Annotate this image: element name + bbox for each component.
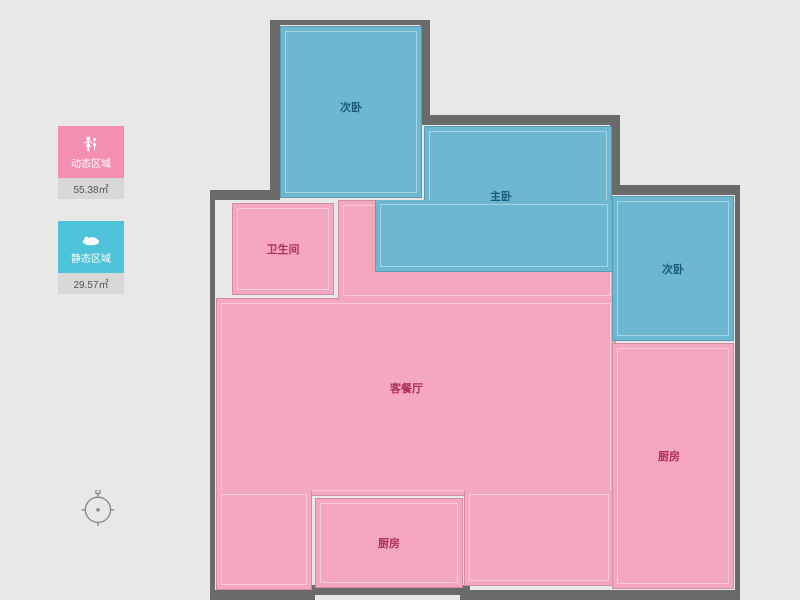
room-bedroom2b-label: 次卧 <box>662 261 684 277</box>
bed-icon <box>80 230 102 248</box>
room-master-label: 主卧 <box>490 188 512 204</box>
room-master-ext <box>375 200 613 272</box>
room-bedroom2a: 次卧 <box>280 26 422 198</box>
room-living-ext3 <box>464 490 614 586</box>
legend-static-value: 29.57㎡ <box>58 273 124 294</box>
legend-static-label: 静态区域 <box>71 250 111 265</box>
room-living <box>216 298 616 496</box>
room-kitchen-small-label: 厨房 <box>378 535 400 551</box>
people-icon <box>80 135 102 153</box>
room-living-label: 客餐厅 <box>390 380 423 396</box>
floorplan: 卫生间 厨房 次卧 次卧 主卧 客餐厅 厨房 <box>210 20 740 595</box>
legend-dynamic: 动态区域 <box>58 126 124 178</box>
room-kitchen-small: 厨房 <box>315 498 463 588</box>
legend-panel: 动态区域 55.38㎡ 静态区域 29.57㎡ <box>58 126 124 294</box>
compass-icon <box>80 490 116 526</box>
room-kitchen-big-label: 厨房 <box>658 448 680 464</box>
room-bathroom: 卫生间 <box>232 203 334 295</box>
legend-static: 静态区域 <box>58 221 124 273</box>
room-living-ext <box>216 490 312 590</box>
room-kitchen-big <box>612 343 734 589</box>
room-bathroom-label: 卫生间 <box>267 241 300 257</box>
legend-dynamic-value: 55.38㎡ <box>58 178 124 199</box>
legend-dynamic-label: 动态区域 <box>71 155 111 170</box>
room-bedroom2a-label: 次卧 <box>340 99 362 115</box>
room-bedroom2b: 次卧 <box>612 196 734 341</box>
